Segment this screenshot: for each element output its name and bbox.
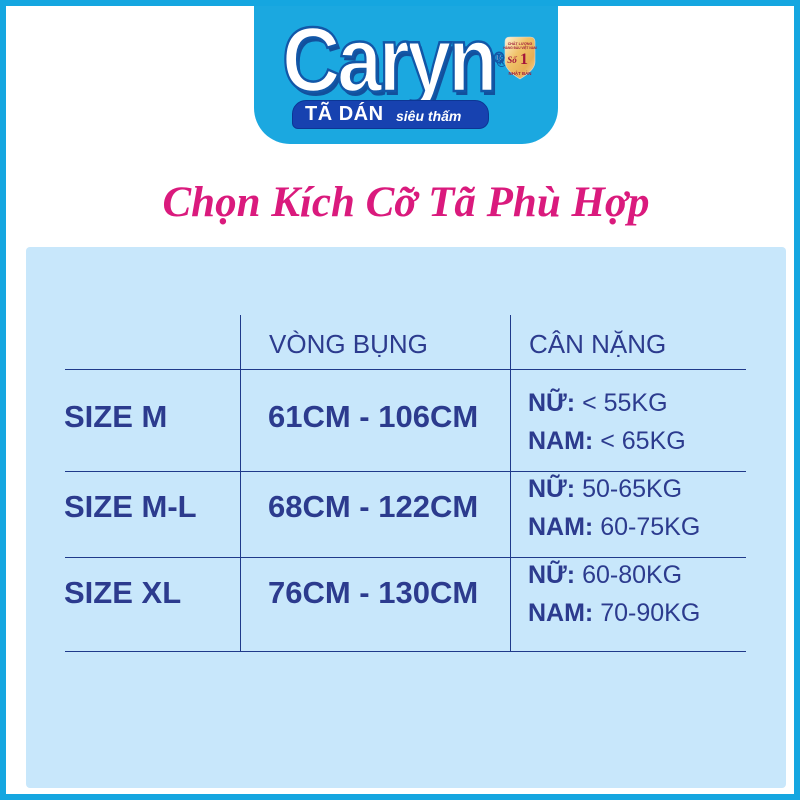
svg-text:1: 1 — [520, 51, 528, 68]
svg-text:NHẬT BẢN: NHẬT BẢN — [509, 71, 532, 76]
svg-text:Số: Số — [507, 55, 518, 65]
svg-text:HÀNG ĐẦU VIỆT NAM: HÀNG ĐẦU VIỆT NAM — [503, 45, 537, 50]
